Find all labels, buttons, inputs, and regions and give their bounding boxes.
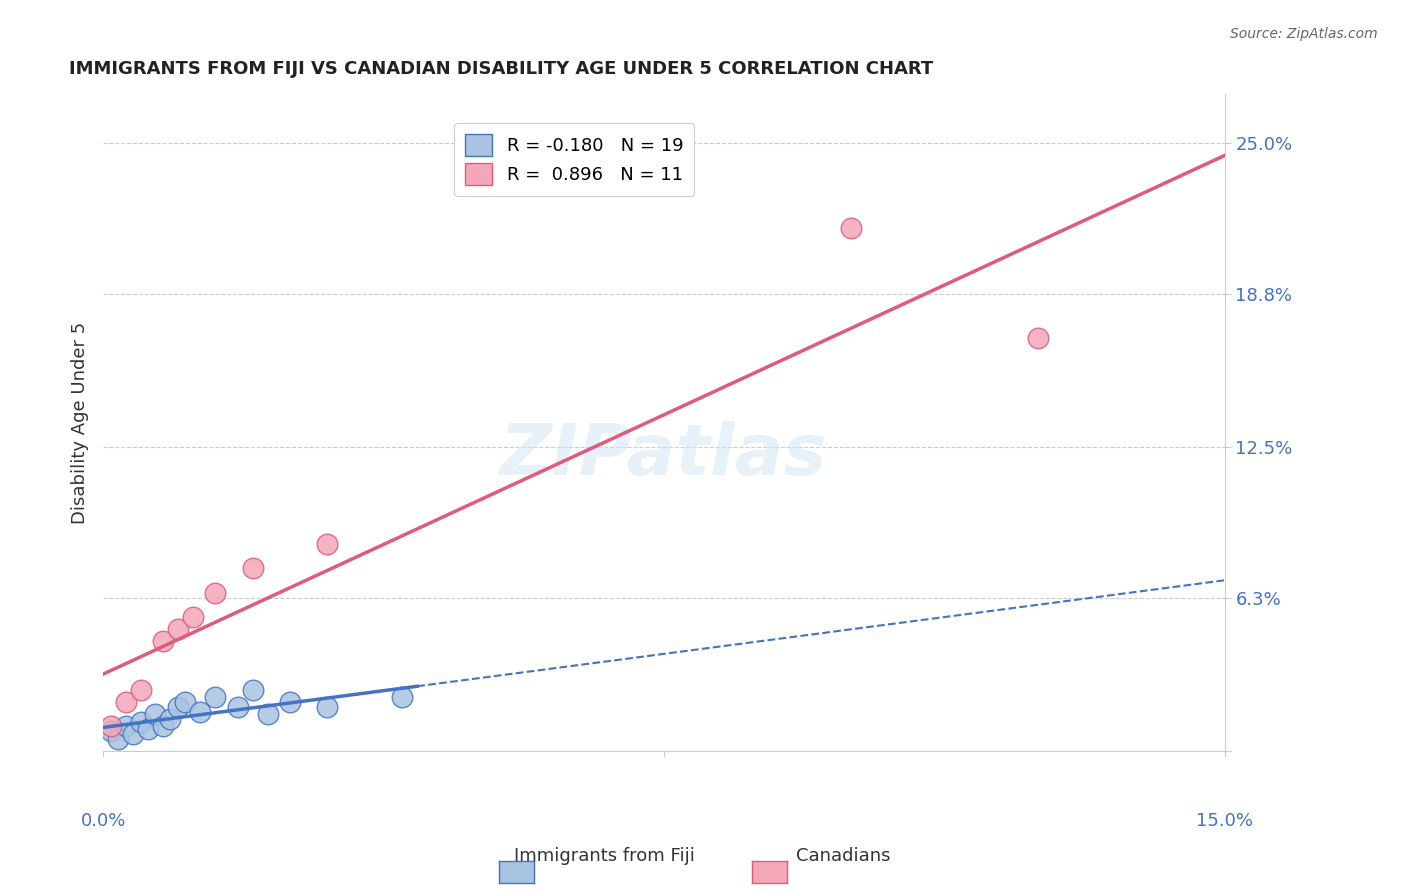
Point xyxy=(188,705,211,719)
Point xyxy=(145,707,167,722)
Text: Canadians: Canadians xyxy=(796,847,891,865)
Legend: R = -0.180   N = 19, R =  0.896   N = 11: R = -0.180 N = 19, R = 0.896 N = 11 xyxy=(454,123,695,196)
Point xyxy=(242,683,264,698)
Y-axis label: Disability Age Under 5: Disability Age Under 5 xyxy=(72,321,89,524)
Point xyxy=(129,714,152,729)
Text: 15.0%: 15.0% xyxy=(1197,812,1253,830)
Point xyxy=(242,561,264,575)
Point xyxy=(122,727,145,741)
Point xyxy=(316,700,339,714)
Point xyxy=(100,724,122,739)
Point xyxy=(391,690,413,705)
Point xyxy=(129,683,152,698)
Text: IMMIGRANTS FROM FIJI VS CANADIAN DISABILITY AGE UNDER 5 CORRELATION CHART: IMMIGRANTS FROM FIJI VS CANADIAN DISABIL… xyxy=(69,60,934,78)
Point xyxy=(100,719,122,733)
Point xyxy=(204,690,226,705)
Point xyxy=(181,610,204,624)
Point xyxy=(114,719,136,733)
Point xyxy=(316,537,339,551)
Text: 0.0%: 0.0% xyxy=(80,812,125,830)
Point xyxy=(278,695,301,709)
Text: ZIPatlas: ZIPatlas xyxy=(501,421,828,490)
Text: Immigrants from Fiji: Immigrants from Fiji xyxy=(515,847,695,865)
Text: Source: ZipAtlas.com: Source: ZipAtlas.com xyxy=(1230,27,1378,41)
Point xyxy=(174,695,197,709)
Point xyxy=(152,634,174,648)
Point xyxy=(136,722,159,736)
Point xyxy=(114,695,136,709)
Point xyxy=(204,586,226,600)
Point xyxy=(152,719,174,733)
Point xyxy=(167,700,190,714)
Point xyxy=(839,221,862,235)
Point xyxy=(226,700,249,714)
Point xyxy=(167,622,190,636)
Point xyxy=(107,731,129,746)
Point xyxy=(1026,330,1049,344)
Point xyxy=(159,712,181,726)
Point xyxy=(256,707,278,722)
